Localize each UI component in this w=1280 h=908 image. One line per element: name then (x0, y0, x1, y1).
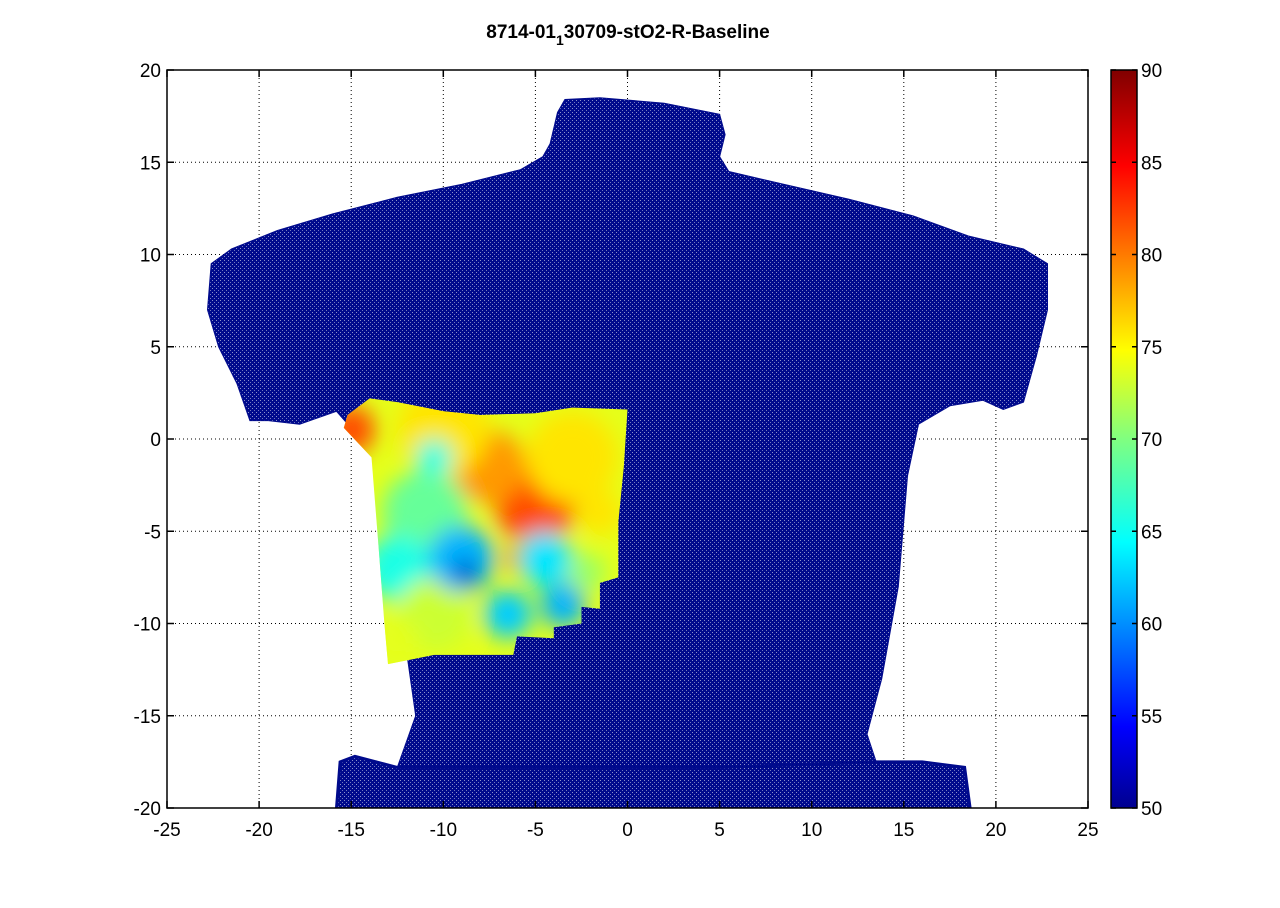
colorbar-axis: 50 55 60 65 70 75 80 85 90 (1111, 61, 1162, 820)
chart-title-main: 8714-01 (486, 22, 556, 43)
field-blob (483, 590, 532, 639)
x-tick-label: 15 (893, 820, 914, 841)
field-blob (540, 582, 586, 628)
x-tick-label: -15 (337, 820, 364, 841)
y-tick-label: 5 (150, 338, 161, 359)
x-tick-label: -25 (153, 820, 180, 841)
x-tick-label: 25 (1077, 820, 1098, 841)
y-tick-label: 15 (140, 153, 161, 174)
x-tick-label: -5 (527, 820, 544, 841)
colorbar-tick-label: 50 (1141, 799, 1162, 820)
x-tick-label: -10 (430, 820, 457, 841)
waist-contour (335, 754, 972, 808)
colorbar-tick-label: 70 (1141, 430, 1162, 451)
measured-region (343, 398, 628, 665)
x-tick-label: 5 (714, 820, 725, 841)
field-blob (517, 531, 573, 587)
y-tick-label: 20 (140, 61, 161, 82)
field-blob (343, 405, 376, 454)
y-tick-label: 0 (150, 430, 161, 451)
x-axis: -25 -20 -15 -10 -5 0 5 10 15 20 25 (153, 70, 1099, 841)
colorbar-tick-label: 55 (1141, 707, 1162, 728)
y-tick-label: 10 (140, 246, 161, 267)
y-axis: -20 -15 -10 -5 0 5 10 15 20 (134, 61, 1088, 820)
chart-title-subscript: 1 (556, 32, 564, 48)
field-blob (577, 490, 622, 535)
colorbar-tick-label: 65 (1141, 522, 1162, 543)
y-tick-label: -15 (134, 707, 161, 728)
y-tick-label: -10 (134, 615, 161, 636)
x-tick-label: 10 (801, 820, 822, 841)
stO2-field (343, 398, 622, 665)
field-blob (454, 560, 477, 583)
chart-title-rest: 30709-stO2-R-Baseline (564, 22, 770, 43)
field-blob (526, 411, 619, 504)
x-tick-label: 20 (985, 820, 1006, 841)
chart-title: 8714-01130709-stO2-R-Baseline (486, 22, 769, 48)
colorbar-tick-label: 80 (1141, 246, 1162, 267)
y-tick-label: -20 (134, 799, 161, 820)
field-blob (428, 525, 495, 593)
colorbar-tick-label: 75 (1141, 338, 1162, 359)
field-blob (415, 439, 453, 476)
colorbar-tick-label: 60 (1141, 615, 1162, 636)
colorbar-tick-label: 85 (1141, 153, 1162, 174)
field-blob (568, 553, 606, 591)
x-tick-label: -20 (245, 820, 272, 841)
x-tick-label: 0 (622, 820, 633, 841)
colorbar-tick-label: 90 (1141, 61, 1162, 82)
y-tick-label: -5 (144, 522, 161, 543)
